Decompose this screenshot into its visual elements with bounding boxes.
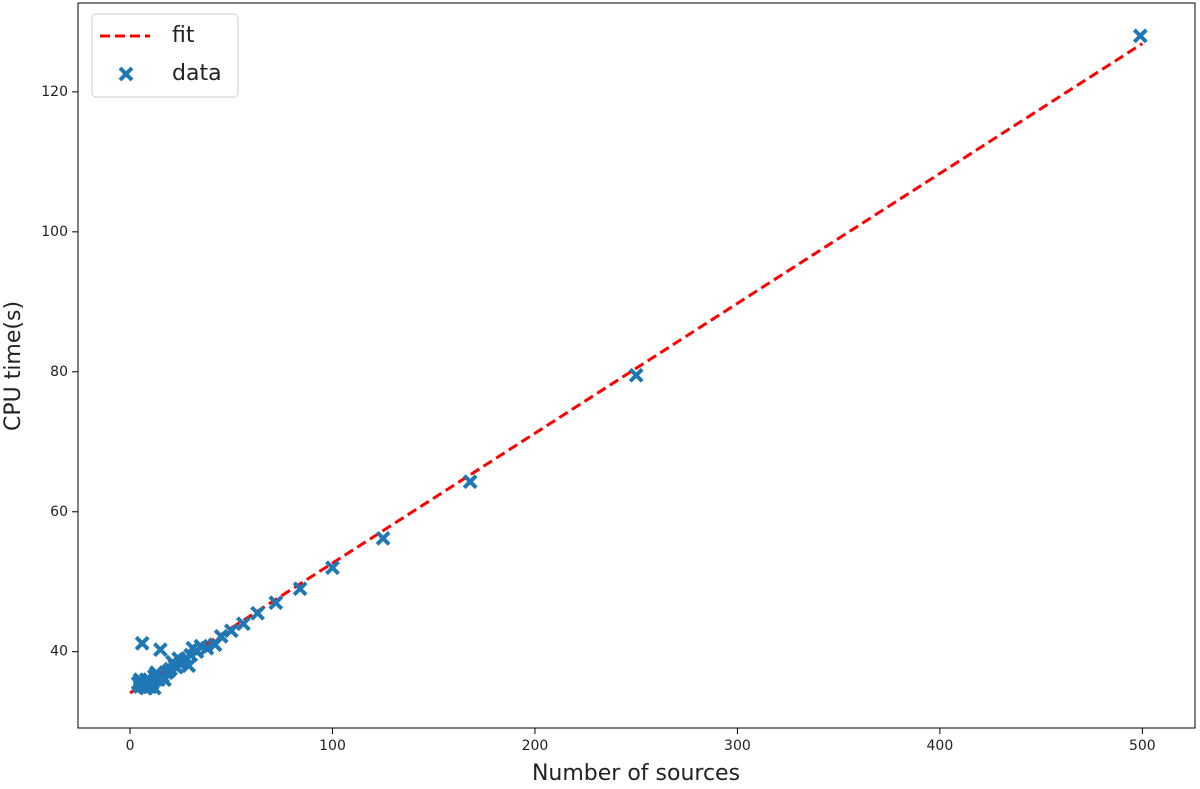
- data-point: [207, 637, 223, 653]
- data-point: [223, 623, 239, 639]
- x-tick-label: 0: [126, 738, 135, 754]
- marker-stroke: [462, 474, 478, 490]
- marker-stroke: [118, 66, 134, 82]
- marker-stroke: [134, 635, 150, 651]
- y-tick-label: 40: [50, 644, 68, 660]
- data-point: [462, 474, 478, 490]
- data-point: [152, 642, 168, 658]
- x-tick-label: 300: [724, 738, 751, 754]
- marker-stroke: [130, 675, 146, 691]
- marker-stroke: [223, 623, 239, 639]
- y-axis-label: CPU time(s): [1, 301, 26, 431]
- marker-stroke: [189, 644, 205, 660]
- data-point: [250, 605, 266, 621]
- fit-line: [129, 42, 1144, 695]
- marker-stroke: [325, 560, 340, 576]
- y-tick-label: 120: [41, 84, 68, 100]
- data-point: [134, 635, 150, 651]
- data-point: [181, 658, 197, 674]
- data-point: [161, 663, 176, 679]
- data-point: [628, 367, 644, 383]
- x-tick-label: 500: [1129, 738, 1156, 754]
- marker-stroke: [268, 595, 284, 611]
- data-point: [138, 680, 154, 696]
- legend-marker: [118, 66, 134, 82]
- data-point: [189, 644, 205, 660]
- y-tick-label: 80: [50, 364, 68, 380]
- data-point: [325, 560, 340, 576]
- marker-stroke: [375, 530, 391, 546]
- data-point: [130, 675, 146, 691]
- marker-stroke: [207, 637, 223, 653]
- data-point: [292, 581, 308, 597]
- marker-stroke: [628, 367, 644, 383]
- marker-stroke: [138, 680, 154, 696]
- data-point: [375, 530, 391, 546]
- plot-frame: [77, 2, 1196, 729]
- marker-stroke: [181, 658, 197, 674]
- legend-label: data: [172, 61, 222, 86]
- marker-stroke: [161, 663, 176, 679]
- x-axis-label: Number of sources: [532, 761, 740, 786]
- marker-stroke: [152, 642, 168, 658]
- y-tick-label: 100: [41, 224, 68, 240]
- x-tick-label: 200: [522, 738, 549, 754]
- legend-label: fit: [172, 23, 195, 48]
- data-point: [1132, 28, 1148, 44]
- marker-stroke: [235, 616, 251, 632]
- data-point: [268, 595, 284, 611]
- y-tick-label: 60: [50, 504, 68, 520]
- x-tick-label: 100: [319, 738, 346, 754]
- marker-stroke: [250, 605, 266, 621]
- marker-stroke: [292, 581, 308, 597]
- x-tick-label: 400: [927, 738, 954, 754]
- data-point: [235, 616, 251, 632]
- marker-stroke: [1132, 28, 1148, 44]
